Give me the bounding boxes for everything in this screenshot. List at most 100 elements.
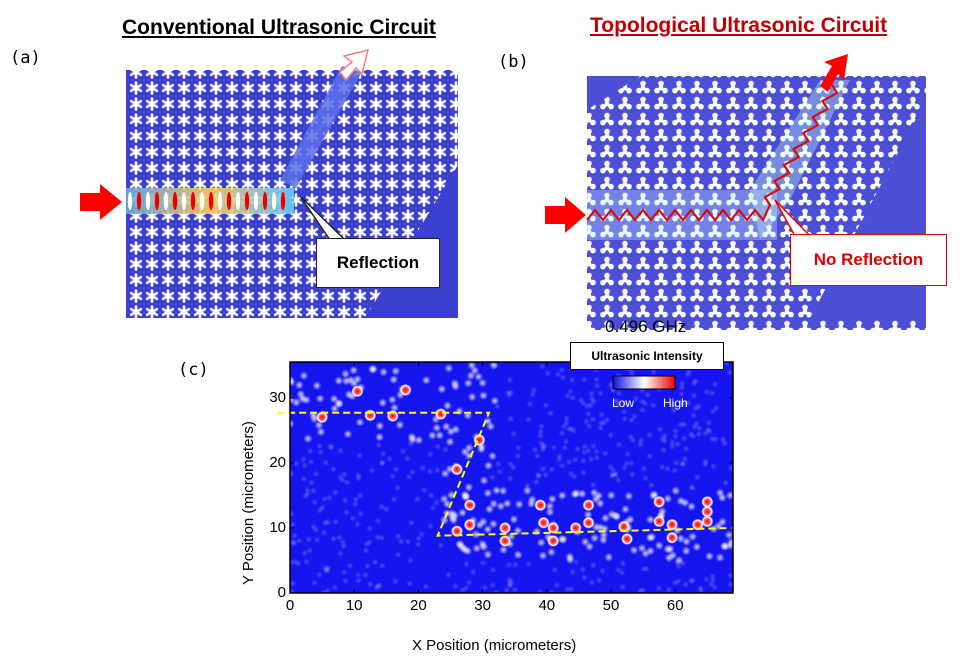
- intensity-blob: [637, 543, 647, 553]
- intensity-hotspot: [499, 521, 512, 534]
- intensity-blob: [509, 463, 517, 471]
- legend-high: High: [663, 396, 688, 410]
- intensity-blob: [659, 446, 667, 454]
- intensity-blob: [292, 460, 300, 468]
- intensity-blob: [374, 517, 382, 525]
- intensity-blob: [547, 494, 557, 504]
- intensity-blob: [375, 432, 385, 442]
- intensity-blob: [547, 409, 555, 417]
- intensity-hotspot: [499, 534, 512, 547]
- intensity-blob: [570, 489, 580, 499]
- field-fringe: [226, 192, 232, 210]
- intensity-blob: [614, 566, 622, 574]
- y-tick-label: 10: [269, 518, 286, 536]
- intensity-blob: [569, 568, 577, 576]
- intensity-blob: [705, 419, 713, 427]
- intensity-blob: [572, 558, 580, 566]
- intensity-blob: [619, 583, 627, 591]
- intensity-blob: [340, 369, 350, 379]
- intensity-blob: [645, 533, 655, 543]
- intensity-blob: [597, 420, 605, 428]
- intensity-blob: [455, 406, 465, 416]
- x-tick-label: 50: [602, 597, 620, 614]
- intensity-blob: [589, 415, 597, 423]
- intensity-blob: [483, 524, 493, 534]
- reflection-callout: Reflection: [316, 238, 440, 288]
- intensity-blob: [580, 375, 588, 383]
- field-fringe: [235, 192, 241, 210]
- intensity-blob: [394, 551, 402, 559]
- intensity-blob: [302, 558, 310, 566]
- intensity-blob: [670, 406, 678, 414]
- intensity-blob: [583, 402, 591, 410]
- intensity-blob: [392, 578, 400, 586]
- intensity-blob: [593, 448, 601, 456]
- y-tick-label: 30: [269, 388, 286, 406]
- intensity-blob: [332, 489, 340, 497]
- intensity-blob: [441, 422, 451, 432]
- intensity-blob: [601, 450, 609, 458]
- intensity-blob: [678, 460, 686, 468]
- intensity-blob: [407, 519, 415, 527]
- intensity-blob: [429, 504, 437, 512]
- intensity-blob: [674, 555, 684, 565]
- intensity-blob: [598, 535, 608, 545]
- intensity-hotspot: [463, 499, 476, 512]
- intensity-hotspot: [463, 518, 476, 531]
- intensity-blob: [375, 441, 383, 449]
- x-tick-label: 60: [666, 597, 684, 614]
- intensity-blob: [593, 454, 601, 462]
- intensity-blob: [300, 475, 308, 483]
- intensity-blob: [465, 579, 473, 587]
- intensity-blob: [303, 490, 311, 498]
- intensity-blob: [389, 375, 399, 385]
- intensity-blob: [514, 452, 522, 460]
- intensity-blob: [620, 504, 630, 514]
- field-fringe: [145, 192, 151, 210]
- intensity-blob: [476, 444, 486, 454]
- field-fringe: [136, 192, 142, 210]
- intensity-blob: [467, 392, 477, 402]
- field-fringe: [199, 192, 205, 210]
- intensity-blob: [679, 400, 687, 408]
- intensity-blob: [306, 447, 314, 455]
- edge-state-band: [587, 190, 777, 240]
- intensity-blob: [478, 517, 488, 527]
- y-tick-label: 20: [269, 453, 286, 471]
- output-arrow-icon: [820, 54, 848, 92]
- intensity-blob: [305, 535, 313, 543]
- intensity-blob: [536, 588, 544, 593]
- intensity-blob: [406, 579, 414, 587]
- intensity-blob: [342, 508, 350, 516]
- intensity-blob: [366, 580, 374, 588]
- intensity-blob: [587, 455, 595, 463]
- intensity-blob: [692, 404, 700, 412]
- intensity-blob: [655, 584, 663, 592]
- intensity-blob: [505, 561, 513, 569]
- intensity-blob: [629, 436, 637, 444]
- intensity-blob: [711, 380, 719, 388]
- intensity-blob: [433, 466, 441, 474]
- intensity-blob: [342, 577, 350, 585]
- intensity-blob: [688, 532, 698, 542]
- intensity-blob: [538, 363, 546, 371]
- intensity-blob: [558, 535, 568, 545]
- intensity-blob: [624, 491, 634, 501]
- intensity-blob: [595, 577, 603, 585]
- intensity-blob: [527, 495, 537, 505]
- intensity-blob: [641, 399, 649, 407]
- intensity-blob: [452, 582, 460, 590]
- intensity-blob: [374, 533, 382, 541]
- intensity-blob: [703, 388, 711, 396]
- intensity-hotspot: [701, 505, 714, 518]
- intensity-blob: [498, 486, 508, 496]
- intensity-blob: [439, 515, 449, 525]
- intensity-blob: [691, 377, 699, 385]
- intensity-blob: [414, 435, 424, 445]
- intensity-blob: [669, 401, 677, 409]
- intensity-blob: [444, 571, 452, 579]
- intensity-blob: [466, 371, 476, 381]
- intensity-blob: [303, 434, 313, 444]
- legend-title: Ultrasonic Intensity: [570, 342, 724, 370]
- intensity-blob: [658, 435, 666, 443]
